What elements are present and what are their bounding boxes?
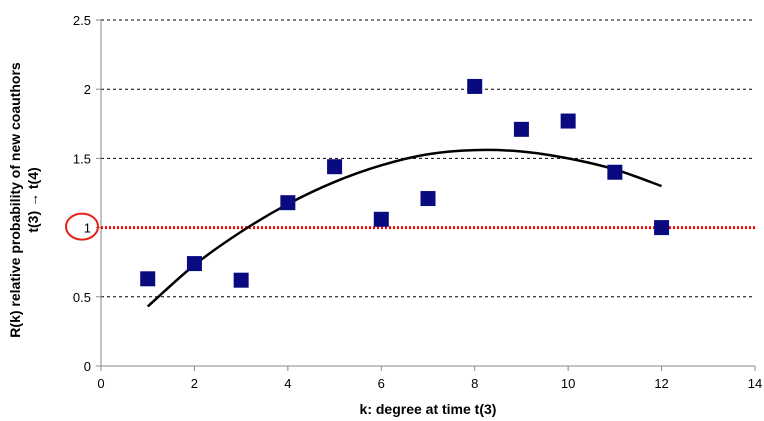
data-point-12 — [654, 220, 669, 235]
data-point-11 — [607, 165, 622, 180]
y-tick-label-2: 1 — [84, 221, 91, 236]
y-tick-label-5: 2.5 — [73, 13, 91, 28]
x-tick-label-5: 10 — [561, 376, 575, 391]
y-axis-title-line1: R(k) relative probability of new coautho… — [7, 62, 23, 338]
y-tick-label-1: 0.5 — [73, 290, 91, 305]
x-tick-label-3: 6 — [378, 376, 385, 391]
data-point-3 — [234, 273, 249, 288]
data-point-6 — [374, 212, 389, 227]
x-tick-label-7: 14 — [748, 376, 762, 391]
reference-line — [66, 214, 755, 240]
data-point-4 — [280, 195, 295, 210]
data-point-1 — [140, 271, 155, 286]
data-points — [140, 79, 669, 288]
x-axis-title: k: degree at time t(3) — [360, 401, 497, 417]
y-tick-label-3: 1.5 — [73, 151, 91, 166]
trendline — [148, 150, 662, 307]
y-axis-title-line2: t(3) → t(4) — [25, 167, 41, 232]
data-point-7 — [421, 191, 436, 206]
data-point-8 — [467, 79, 482, 94]
data-point-9 — [514, 122, 529, 137]
x-tick-label-0: 0 — [97, 376, 104, 391]
grid-lines — [101, 20, 755, 297]
highlight-circle — [66, 214, 98, 240]
y-tick-label-0: 0 — [84, 359, 91, 374]
y-tick-label-4: 2 — [84, 82, 91, 97]
data-point-5 — [327, 159, 342, 174]
x-tick-label-1: 2 — [191, 376, 198, 391]
x-tick-label-6: 12 — [654, 376, 668, 391]
x-tick-label-2: 4 — [284, 376, 291, 391]
trendline-curve — [148, 150, 662, 307]
x-tick-label-4: 8 — [471, 376, 478, 391]
data-point-2 — [187, 256, 202, 271]
tick-labels: 0 0.5 1 1.5 2 2.5 0 2 4 6 8 10 12 14 — [73, 13, 762, 391]
data-point-10 — [561, 114, 576, 129]
